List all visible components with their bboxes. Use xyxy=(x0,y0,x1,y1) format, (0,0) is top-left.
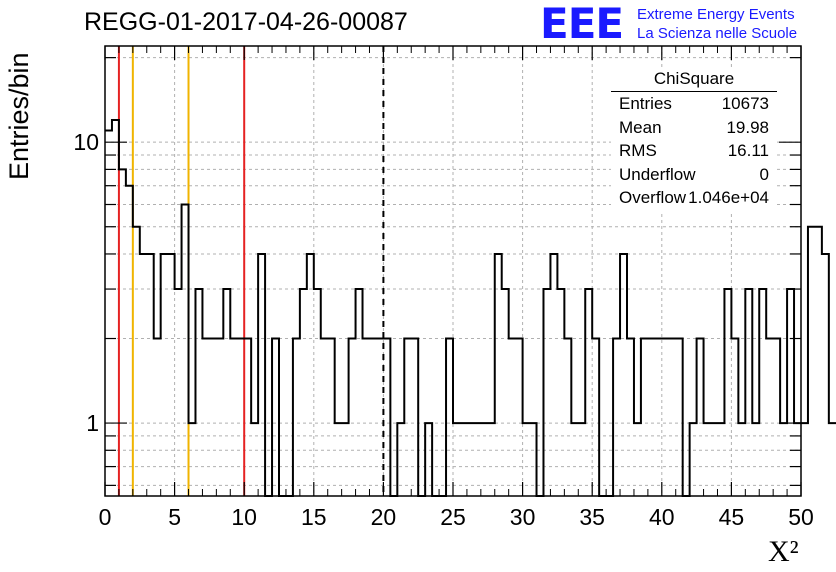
stats-label: Entries xyxy=(619,94,672,113)
x-tick-label: 0 xyxy=(99,504,112,530)
stats-label: Mean xyxy=(619,117,662,137)
chart-title: REGG-01-2017-04-26-00087 xyxy=(84,8,408,36)
stats-title: ChiSquare xyxy=(611,68,777,92)
y-tick-label: 1 xyxy=(86,410,99,436)
stats-box: ChiSquare Entries 10673 Mean 19.98 RMS 16.1… xyxy=(611,68,777,213)
stats-value: 19.98 xyxy=(726,117,769,137)
stats-row: Underflow 0 xyxy=(611,163,777,187)
axis-ticks xyxy=(104,46,802,496)
stats-label: Underflow xyxy=(619,164,696,184)
stats-row: RMS 16.11 xyxy=(611,139,777,163)
x-tick-label: 10 xyxy=(231,504,257,530)
stats-value: 1.046e+04 xyxy=(688,188,769,207)
stats-value: 0 xyxy=(759,164,769,184)
stats-value: 10673 xyxy=(721,94,769,113)
x-tick-label: 40 xyxy=(649,504,675,530)
histogram-series xyxy=(105,118,836,497)
stats-value: 16.11 xyxy=(727,141,769,160)
logo-line-1: Extreme Energy Events xyxy=(637,6,795,23)
x-tick-label: 35 xyxy=(579,504,605,530)
x-tick-label: 50 xyxy=(788,504,814,530)
x-tick-label: 30 xyxy=(510,504,536,530)
x-tick-label: 45 xyxy=(719,504,745,530)
reference-lines xyxy=(117,46,385,496)
x-tick-label: 20 xyxy=(371,504,397,530)
stats-row: Overflow 1.046e+04 xyxy=(611,186,777,210)
stats-label: RMS xyxy=(619,141,657,160)
x-tick-label: 15 xyxy=(301,504,327,530)
y-axis-label: Entries/bin xyxy=(4,52,34,180)
x-tick-label: 5 xyxy=(168,504,181,530)
x-tick-label: 25 xyxy=(440,504,466,530)
eee-logo: EEE xyxy=(540,0,624,48)
stats-row: Mean 19.98 xyxy=(611,116,777,140)
stats-row: Entries 10673 xyxy=(611,92,777,116)
y-tick-label: 10 xyxy=(73,129,99,155)
axis-tick-labels: 0 5 10 15 20 25 30 35 40 45 50 1 10 xyxy=(73,129,813,530)
x-axis-label: Χ² xyxy=(768,535,799,568)
stats-label: Overflow xyxy=(619,188,687,207)
logo-line-2: La Scienza nelle Scuole xyxy=(637,25,798,42)
